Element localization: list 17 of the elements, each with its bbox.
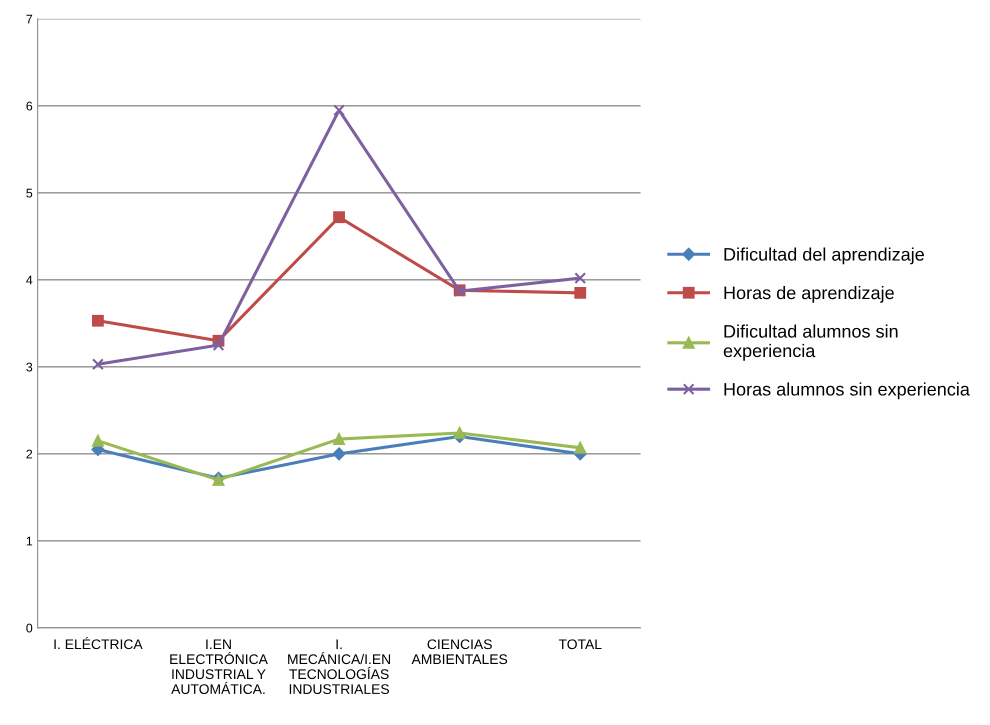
legend-label: Dificultad del aprendizaje (724, 247, 924, 264)
y-tick-label: 5 (26, 188, 32, 198)
x-tick-label: I. ELÉCTRICA (54, 636, 143, 650)
y-tick-label: 6 (26, 102, 32, 110)
x-tick-label: I. MECÁNICA/I.EN TECNOLOGÍAS INDUSTRIALES (288, 639, 390, 694)
x-tick-label: CIENCIAS AMBIENTALES (412, 639, 508, 664)
y-tick-label: 7 (26, 14, 32, 24)
y-tick-label: 2 (26, 450, 32, 458)
x-tick-label: I.EN ELECTRÓNICA INDUSTRIAL Y AUTOMÁTICA. (170, 639, 268, 694)
legend-label: Dificultad alumnos sin experiencia (724, 324, 898, 361)
y-tick-label: 4 (26, 276, 32, 284)
y-tick-label: 0 (26, 624, 32, 632)
x-tick-label: TOTAL (558, 639, 602, 650)
legend-label: Horas de aprendizaje (724, 286, 894, 303)
y-tick-label: 3 (26, 362, 32, 372)
legend-label: Horas alumnos sin experiencia (724, 382, 970, 400)
y-tick-label: 1 (26, 536, 32, 546)
